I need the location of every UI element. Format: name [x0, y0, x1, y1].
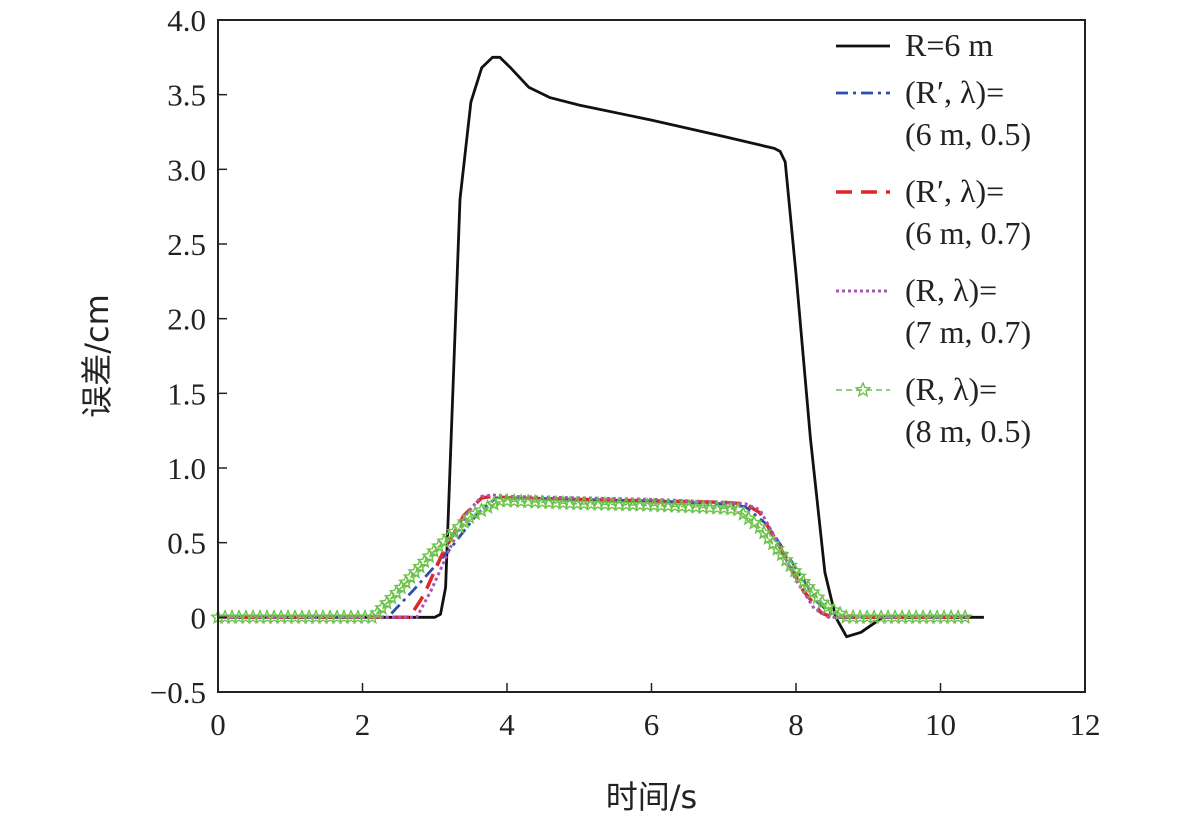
legend-label: (6 m, 0.5)	[905, 116, 1031, 152]
y-tick-label: 3.0	[167, 152, 206, 187]
y-tick-label: 4.0	[167, 3, 206, 38]
legend-star-marker	[854, 381, 872, 398]
series-line-4	[218, 493, 970, 619]
x-tick-label: 12	[1070, 707, 1101, 742]
y-tick-label: 2.0	[167, 302, 206, 337]
x-tick-label: 10	[925, 707, 956, 742]
y-tick-label: 0	[191, 600, 207, 635]
legend: R=6 m (R′, λ)= (6 m, 0.5) (R′, λ)= (6 m, 0.7…	[836, 27, 1031, 449]
x-tick-label: 0	[210, 707, 226, 742]
star-marker	[473, 502, 490, 518]
legend-label: (6 m, 0.7)	[905, 215, 1031, 251]
y-tick-label: 2.5	[167, 227, 206, 262]
star-marker	[832, 605, 848, 621]
series-line-1	[218, 55, 984, 639]
y-tick-label: 3.5	[167, 78, 206, 113]
star-marker	[819, 598, 836, 614]
y-tick-label: −0.5	[150, 675, 206, 710]
y-tick-label: 0.5	[167, 526, 206, 561]
star-marker	[825, 602, 842, 618]
legend-label: (R′, λ)=	[905, 173, 1004, 209]
y-axis: −0.5 0 0.5 1.0 1.5 2.0 2.5 3.0 3.5 4.0	[150, 3, 227, 710]
star-marker	[467, 505, 484, 521]
legend-label: (7 m, 0.7)	[905, 314, 1031, 350]
legend-label: (8 m, 0.5)	[905, 413, 1031, 449]
legend-label: (R, λ)=	[905, 272, 997, 308]
x-tick-label: 8	[788, 707, 804, 742]
star-marker	[957, 609, 973, 625]
y-axis-title: 误差/cm	[78, 294, 116, 418]
star-marker	[461, 508, 478, 525]
star-marker	[364, 608, 380, 625]
plot-area	[210, 19, 1086, 693]
series-line-5	[218, 500, 970, 619]
x-tick-label: 6	[644, 707, 660, 742]
legend-label: (R, λ)=	[905, 371, 997, 407]
legend-label: (R′, λ)=	[905, 74, 1004, 110]
y-tick-label: 1.0	[167, 451, 206, 486]
x-tick-label: 2	[355, 707, 371, 742]
x-axis-title: 时间/s	[606, 778, 697, 816]
x-tick-label: 4	[499, 707, 515, 742]
x-axis: 0 2 4 6 8 10 12	[210, 683, 1101, 742]
y-tick-label: 1.5	[167, 376, 206, 411]
star-marker	[485, 495, 502, 511]
series-markers-5	[210, 492, 973, 625]
series-line-3	[218, 494, 970, 620]
star-marker	[479, 498, 496, 514]
legend-label: R=6 m	[905, 27, 993, 63]
series-line-2	[218, 496, 970, 619]
